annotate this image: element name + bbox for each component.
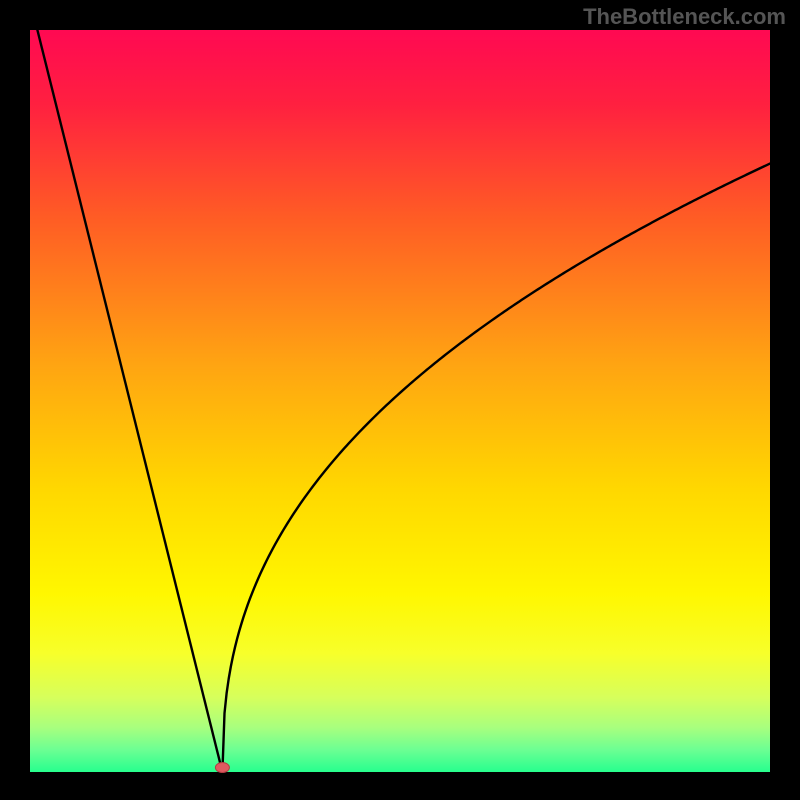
bottleneck-chart xyxy=(0,0,800,800)
source-watermark: TheBottleneck.com xyxy=(583,4,786,30)
plot-area xyxy=(30,30,770,772)
chart-container: TheBottleneck.com xyxy=(0,0,800,800)
minimum-marker xyxy=(215,763,229,773)
